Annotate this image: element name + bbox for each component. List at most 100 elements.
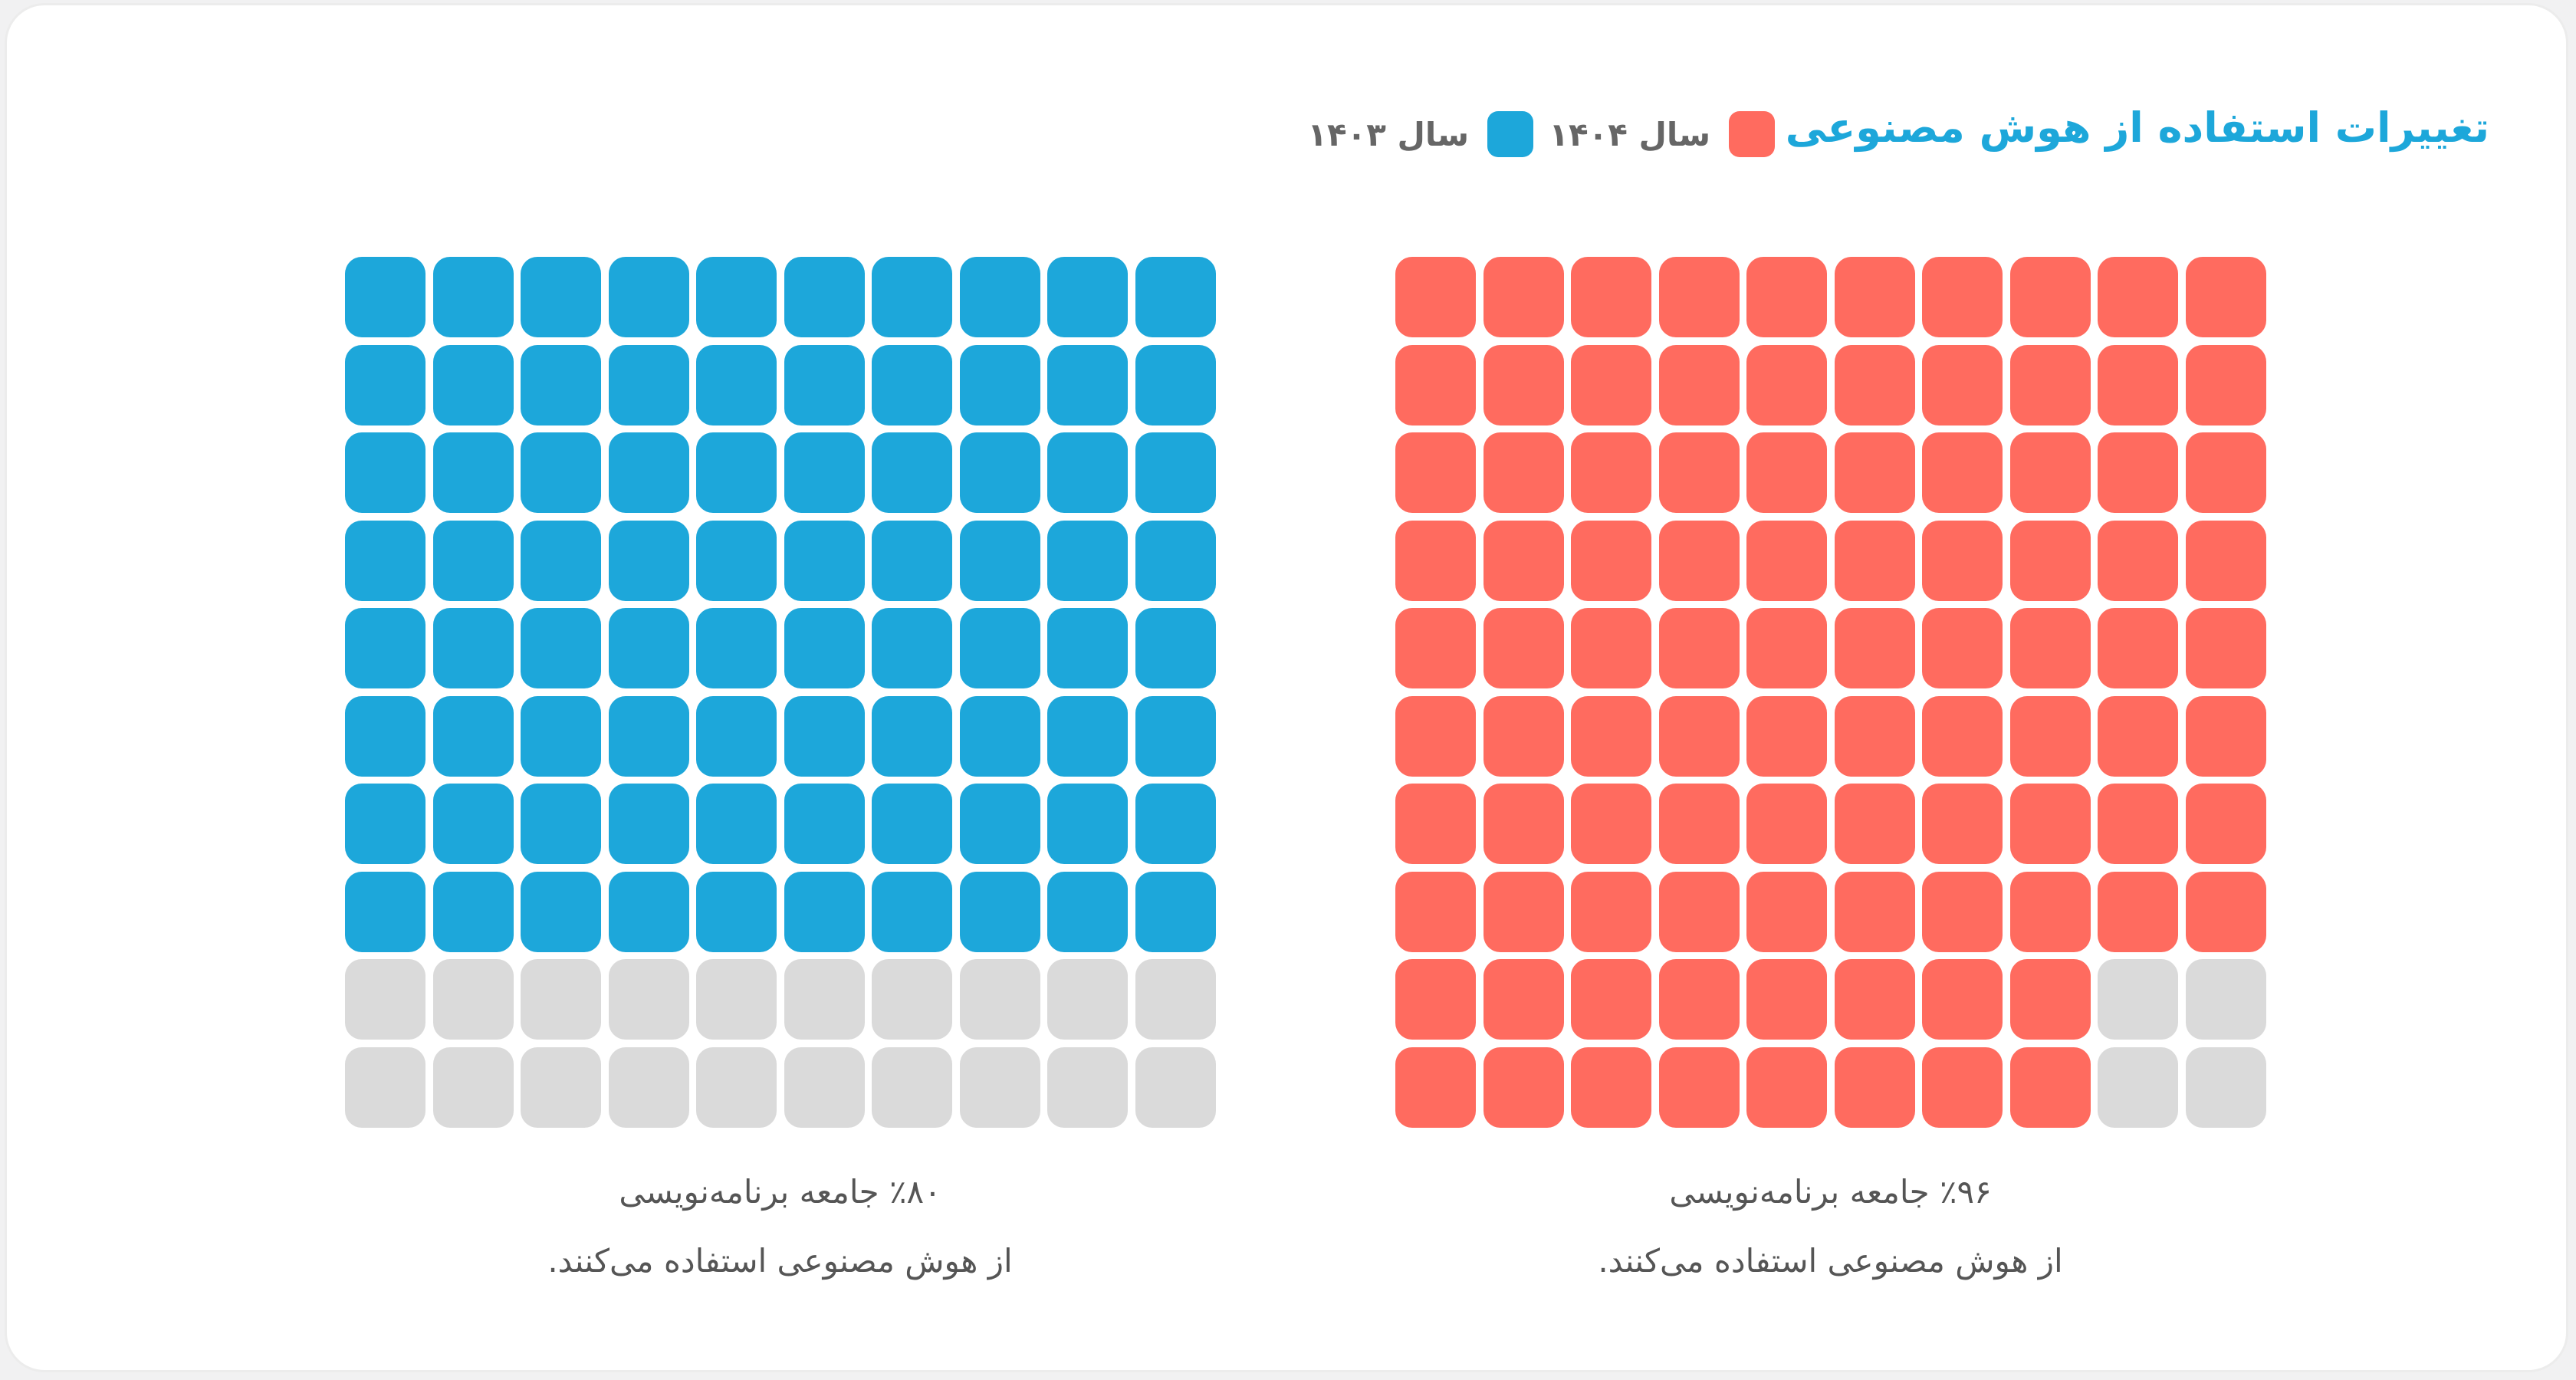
legend-swatch-1403 (1487, 111, 1533, 157)
waffle-cell-filled (872, 520, 952, 601)
waffle-cell-empty (696, 959, 777, 1040)
waffle-cell-filled (2185, 520, 2266, 601)
waffle-cell-filled (1571, 1046, 1651, 1128)
waffle-cell-filled (1834, 520, 1915, 601)
waffle-cell-filled (2098, 520, 2178, 601)
waffle-cell-filled (1658, 520, 1740, 601)
waffle-cell-filled (608, 520, 689, 601)
waffle-cell-filled (959, 257, 1040, 337)
waffle-cell-filled (1395, 257, 1476, 337)
waffle-cell-filled (1658, 959, 1740, 1040)
waffle-cell-filled (1834, 695, 1915, 777)
waffle-cell-filled (608, 432, 689, 513)
waffle-cell-filled (1395, 784, 1476, 864)
waffle-cell-filled (696, 432, 777, 513)
waffle-cell-filled (2009, 959, 2091, 1040)
waffle-cell-filled (959, 344, 1040, 426)
waffle-chart-1403 (345, 257, 1216, 1128)
waffle-cell-filled (1571, 520, 1651, 601)
waffle-cell-filled (1746, 432, 1827, 513)
waffle-cell-filled (1571, 344, 1651, 426)
waffle-cell-filled (1483, 520, 1564, 601)
waffle-cell-filled (1395, 608, 1476, 688)
waffle-cell-filled (696, 520, 777, 601)
waffle-cell-filled (1395, 1046, 1476, 1128)
waffle-cell-filled (1571, 959, 1651, 1040)
waffle-cell-empty (959, 1046, 1040, 1128)
waffle-cell-filled (1922, 344, 2003, 426)
waffle-cell-filled (521, 608, 601, 688)
waffle-cell-filled (959, 432, 1040, 513)
waffle-cell-empty (521, 1046, 601, 1128)
waffle-cell-empty (345, 1046, 426, 1128)
waffle-cell-empty (2098, 959, 2178, 1040)
waffle-cell-filled (1834, 784, 1915, 864)
caption-1403: ٪۸۰ جامعه برنامه‌نویسی از هوش مصنوعی است… (345, 1158, 1215, 1296)
waffle-cell-filled (1658, 608, 1740, 688)
waffle-cell-filled (1922, 608, 2003, 688)
waffle-cell-filled (784, 344, 865, 426)
waffle-cell-empty (959, 959, 1040, 1040)
waffle-cell-filled (345, 257, 426, 337)
waffle-cell-filled (1658, 432, 1740, 513)
waffle-cell-filled (784, 608, 865, 688)
chart-title: تغییرات استفاده از هوش مصنوعی (1785, 104, 2489, 152)
waffle-cell-filled (521, 871, 601, 952)
waffle-cell-empty (784, 1046, 865, 1128)
waffle-cell-filled (432, 608, 514, 688)
waffle-cell-filled (521, 344, 601, 426)
waffle-cell-filled (784, 695, 865, 777)
waffle-cell-filled (1483, 871, 1564, 952)
waffle-cell-filled (1571, 432, 1651, 513)
waffle-cell-filled (432, 871, 514, 952)
waffle-cell-filled (345, 608, 426, 688)
waffle-cell-filled (1395, 959, 1476, 1040)
waffle-cell-filled (1483, 344, 1564, 426)
waffle-cell-filled (784, 432, 865, 513)
waffle-cell-filled (1746, 784, 1827, 864)
waffle-cell-empty (2185, 959, 2266, 1040)
waffle-cell-empty (608, 959, 689, 1040)
waffle-cell-filled (1571, 871, 1651, 952)
waffle-cell-filled (521, 257, 601, 337)
waffle-cell-filled (959, 871, 1040, 952)
waffle-cell-filled (2098, 695, 2178, 777)
waffle-cell-filled (345, 784, 426, 864)
waffle-cell-filled (345, 344, 426, 426)
waffle-cell-filled (1047, 784, 1128, 864)
waffle-cell-filled (608, 784, 689, 864)
legend-item-1404: سال ۱۴۰۴ (1549, 110, 1775, 158)
waffle-cell-filled (784, 871, 865, 952)
waffle-cell-empty (872, 1046, 952, 1128)
waffle-cell-filled (1746, 959, 1827, 1040)
waffle-cell-filled (1395, 871, 1476, 952)
waffle-cell-filled (1395, 344, 1476, 426)
waffle-cell-empty (432, 959, 514, 1040)
waffle-cell-filled (1483, 784, 1564, 864)
waffle-cell-filled (1483, 959, 1564, 1040)
waffle-cell-filled (872, 344, 952, 426)
waffle-cell-filled (1922, 871, 2003, 952)
waffle-cell-filled (1658, 257, 1740, 337)
waffle-cell-filled (2009, 257, 2091, 337)
waffle-cell-filled (2185, 695, 2266, 777)
waffle-cell-filled (1922, 695, 2003, 777)
waffle-cell-filled (2185, 608, 2266, 688)
waffle-cell-filled (521, 520, 601, 601)
waffle-cell-empty (1135, 1046, 1216, 1128)
waffle-cell-filled (1135, 871, 1216, 952)
waffle-cell-filled (696, 871, 777, 952)
waffle-cell-filled (1047, 871, 1128, 952)
waffle-cell-filled (959, 520, 1040, 601)
waffle-cell-filled (1047, 520, 1128, 601)
waffle-cell-filled (872, 871, 952, 952)
waffle-cell-filled (521, 432, 601, 513)
waffle-cell-filled (1746, 695, 1827, 777)
waffle-cell-filled (696, 784, 777, 864)
waffle-cell-filled (432, 432, 514, 513)
waffle-cell-filled (1047, 344, 1128, 426)
waffle-cell-filled (345, 520, 426, 601)
waffle-cell-filled (1922, 1046, 2003, 1128)
waffle-cell-filled (2098, 871, 2178, 952)
waffle-cell-filled (432, 520, 514, 601)
